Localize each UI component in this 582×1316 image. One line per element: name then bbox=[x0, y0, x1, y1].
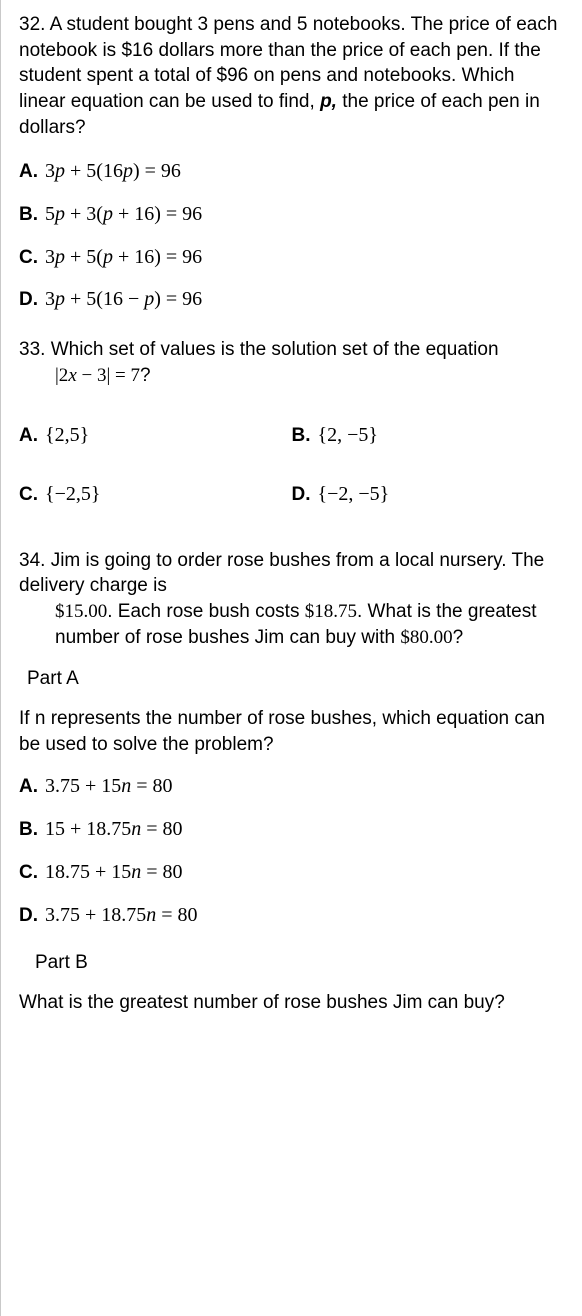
q34-partb-text: What is the greatest number of rose bush… bbox=[19, 990, 564, 1016]
option-math: 3p + 5(16p) = 3p + 5(16p) = 9696 bbox=[45, 158, 181, 184]
q34a-option-b[interactable]: B. 15 + 18.75n = 80 bbox=[19, 816, 564, 843]
q34-parta-options: A. 3.75 + 15n = 80 B. 15 + 18.75n = 80 C… bbox=[19, 773, 564, 928]
q33-text: 33. Which set of values is the solution … bbox=[19, 337, 564, 388]
option-math: {2, −5} bbox=[318, 422, 378, 448]
q34-partb-label: Part B bbox=[35, 952, 564, 974]
option-letter: A. bbox=[19, 424, 45, 449]
q34-parta-text: If n represents the number of rose bushe… bbox=[19, 706, 564, 757]
option-math: {−2,5} bbox=[45, 481, 100, 507]
option-math: 3.75 + 15n = 80 bbox=[45, 773, 173, 799]
option-letter: D. bbox=[292, 483, 318, 508]
q34-number: 34. bbox=[19, 550, 45, 571]
option-math: 15 + 18.75n = 80 bbox=[45, 816, 183, 842]
q32-option-b[interactable]: B. 5p + 3(p + 16) = 96 bbox=[19, 201, 564, 228]
q32-options: A. 3p + 5(16p) = 3p + 5(16p) = 9696 B. 5… bbox=[19, 158, 564, 313]
q34-val-2: $18.75 bbox=[305, 601, 357, 622]
q34a-option-c[interactable]: C. 18.75 + 15n = 80 bbox=[19, 859, 564, 886]
q34-body-2: . Each rose bush costs bbox=[107, 601, 305, 622]
option-math: 3p + 5(p + 16) = 96 bbox=[45, 244, 202, 270]
parta-pre: If bbox=[19, 708, 35, 729]
q32-option-a[interactable]: A. 3p + 5(16p) = 3p + 5(16p) = 9696 bbox=[19, 158, 564, 185]
parta-post: represents the number of rose bushes, wh… bbox=[19, 708, 545, 755]
q34a-option-d[interactable]: D. 3.75 + 18.75n = 80 bbox=[19, 902, 564, 929]
q33-number: 33. bbox=[19, 339, 45, 360]
option-letter: D. bbox=[19, 904, 45, 929]
q34-qmark: ? bbox=[453, 627, 464, 648]
option-letter: A. bbox=[19, 775, 45, 800]
q33-body: Which set of values is the solution set … bbox=[51, 339, 499, 360]
option-math: 18.75 + 15n = 80 bbox=[45, 859, 183, 885]
q33-qmark: ? bbox=[140, 365, 151, 386]
q34-val-3: $80.00 bbox=[400, 627, 452, 648]
option-letter: C. bbox=[19, 861, 45, 886]
worksheet-page: 32. A student bought 3 pens and 5 notebo… bbox=[0, 0, 582, 1316]
q32-option-c[interactable]: C. 3p + 5(p + 16) = 96 bbox=[19, 244, 564, 271]
option-letter: C. bbox=[19, 246, 45, 271]
q33-option-c[interactable]: C. {−2,5} bbox=[19, 481, 292, 508]
option-letter: B. bbox=[19, 818, 45, 843]
q33-option-a[interactable]: A. {2,5} bbox=[19, 422, 292, 449]
q34-text: 34. Jim is going to order rose bushes fr… bbox=[19, 548, 564, 651]
q32-text: 32. A student bought 3 pens and 5 notebo… bbox=[19, 12, 564, 140]
q32-var: p, bbox=[320, 91, 337, 112]
q33-options: A. {2,5} B. {2, −5} C. {−2,5} D. {−2, −5… bbox=[19, 406, 564, 523]
option-math: 3p + 5(16 − p) = 96 bbox=[45, 286, 202, 312]
option-math: {−2, −5} bbox=[318, 481, 390, 507]
q33-equation: |2x − 3| = 7 bbox=[55, 365, 140, 386]
q34-parta-label: Part A bbox=[27, 668, 564, 690]
option-letter: B. bbox=[292, 424, 318, 449]
option-math: 3.75 + 18.75n = 80 bbox=[45, 902, 198, 928]
q33-option-b[interactable]: B. {2, −5} bbox=[292, 422, 565, 449]
q34a-option-a[interactable]: A. 3.75 + 15n = 80 bbox=[19, 773, 564, 800]
q32-option-d[interactable]: D. 3p + 5(16 − p) = 96 bbox=[19, 286, 564, 313]
q33-option-d[interactable]: D. {−2, −5} bbox=[292, 481, 565, 508]
parta-var: n bbox=[35, 708, 46, 729]
q32-number: 32. bbox=[19, 14, 45, 35]
option-math: 5p + 3(p + 16) = 96 bbox=[45, 201, 202, 227]
option-letter: C. bbox=[19, 483, 45, 508]
option-letter: B. bbox=[19, 203, 45, 228]
q34-body-1: Jim is going to order rose bushes from a… bbox=[19, 550, 544, 597]
option-letter: D. bbox=[19, 288, 45, 313]
option-letter: A. bbox=[19, 160, 45, 185]
option-math: {2,5} bbox=[45, 422, 89, 448]
q34-val-1: $15.00 bbox=[55, 601, 107, 622]
